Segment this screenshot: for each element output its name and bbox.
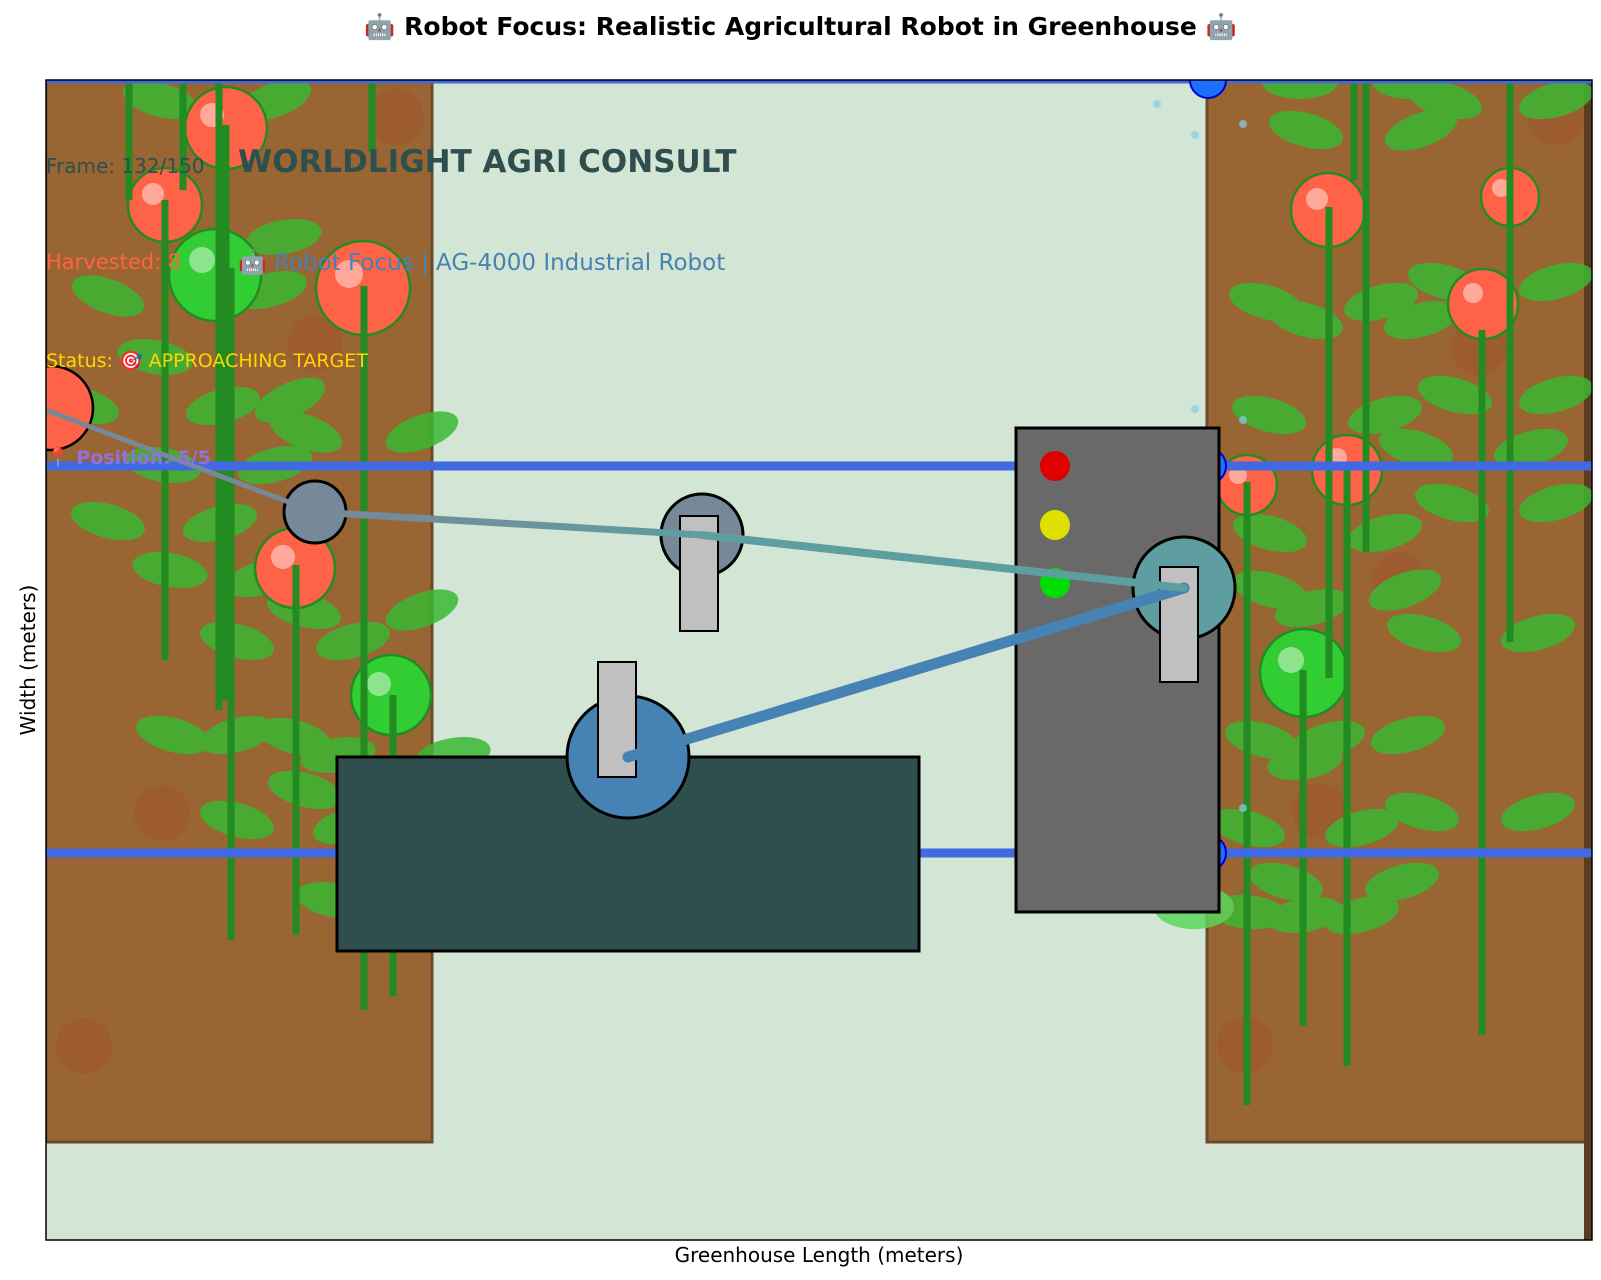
stems (125, 80, 1514, 1105)
plot-frame (45, 79, 1593, 1241)
leaves-left (46, 80, 491, 918)
chart-title: 🤖 Robot Focus: Realistic Agricultural Ro… (364, 12, 1237, 41)
robot-focus-label: 🤖 Robot Focus | AG-4000 Industrial Robot (238, 250, 726, 276)
tomato-unripe (167, 227, 263, 323)
arm-segment-3 (311, 508, 706, 539)
arm-segment-4 (46, 407, 318, 515)
indicator-yellow-light (1040, 510, 1070, 540)
sensor-particles (1153, 100, 1247, 812)
tomato-ripe-target (46, 364, 95, 452)
indicator-red-light (1040, 451, 1070, 481)
arm-segment-1 (622, 582, 1190, 763)
y-axis-label: Width (meters) (16, 584, 40, 736)
x-axis-label: Greenhouse Length (meters) (674, 1243, 964, 1267)
right-edge-strip (1584, 80, 1592, 1240)
frame-counter: Frame: 132/150 (46, 154, 205, 178)
position-text: 📍 Position: 5/5 (46, 447, 211, 469)
harvested-count: Harvested: 8 (46, 250, 182, 274)
status-text: Status: 🎯 APPROACHING TARGET (46, 350, 368, 372)
company-name: WORLDLIGHT AGRI CONSULT (238, 144, 737, 180)
robot-arm (46, 407, 1190, 763)
arm-segment-2 (698, 531, 1188, 592)
